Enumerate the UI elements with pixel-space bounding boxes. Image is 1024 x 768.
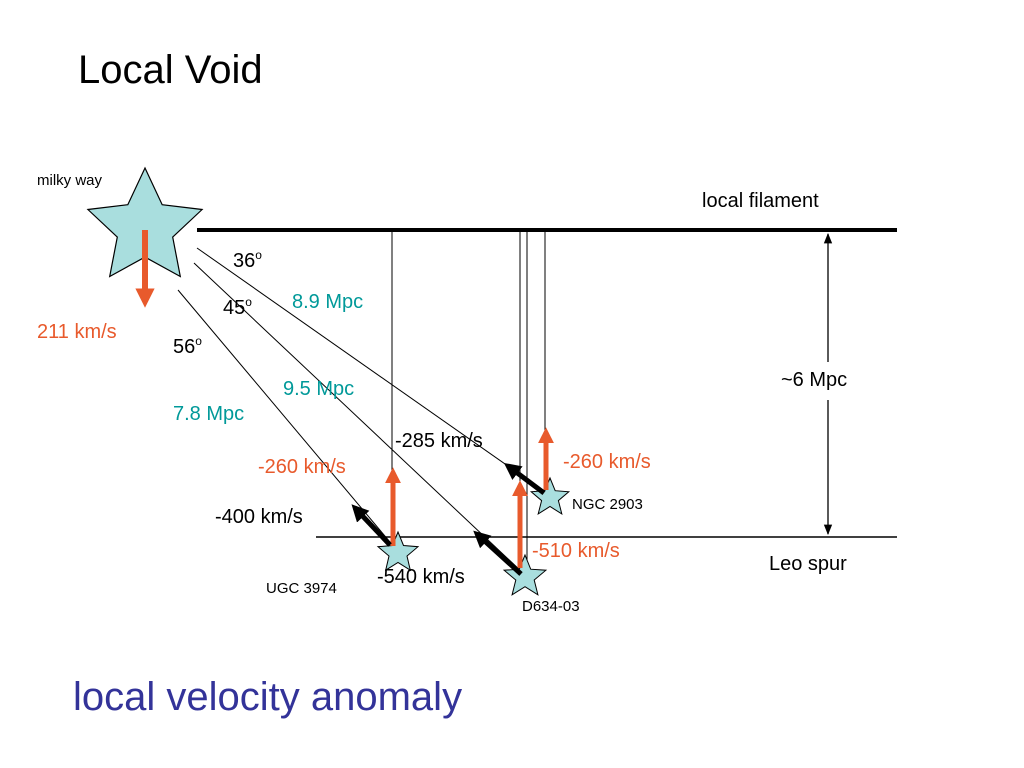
ngc-2903-label: NGC 2903 <box>572 496 643 513</box>
local-filament-label: local filament <box>702 190 819 212</box>
d634-03-radial-velocity: -540 km/s <box>377 566 465 588</box>
d634-03-star-icon <box>502 553 548 596</box>
ugc-3974-star-icon <box>376 530 420 572</box>
separation-label: ~6 Mpc <box>781 369 848 391</box>
angle-label-3: 56o <box>173 334 202 358</box>
leo-spur-label: Leo spur <box>769 553 847 575</box>
milky-way-velocity-label: 211 km/s <box>37 321 117 343</box>
ngc-2903-radial-velocity: -285 km/s <box>395 430 483 452</box>
d634-03-label: D634-03 <box>522 598 580 615</box>
distance-label-d634-03: 9.5 Mpc <box>283 378 355 400</box>
slide-subtitle: local velocity anomaly <box>73 675 463 719</box>
milky-way-label: milky way <box>37 172 103 189</box>
angle-label-2: 45o <box>223 295 252 319</box>
d634-03-vertical-velocity: -510 km/s <box>532 540 620 562</box>
sightline-d634-03 <box>193 262 523 573</box>
ngc-2903-radial-arrow <box>503 462 546 495</box>
ngc-2903-star-icon <box>529 476 571 515</box>
distance-label-ngc-2903: 8.9 Mpc <box>292 291 364 313</box>
ugc-3974-radial-velocity: -400 km/s <box>215 506 303 528</box>
sightline-ngc-2903 <box>196 247 546 493</box>
ugc-3974-label: UGC 3974 <box>266 580 337 597</box>
d634-03-radial-arrow <box>473 530 523 576</box>
ugc-3974-radial-arrow <box>351 504 392 547</box>
angle-label-1: 36o <box>233 248 262 272</box>
distance-label-ugc-3974: 7.8 Mpc <box>173 403 245 425</box>
ugc-3974-vertical-velocity: -260 km/s <box>258 456 346 478</box>
slide-title: Local Void <box>78 48 263 92</box>
ngc-2903-vertical-velocity: -260 km/s <box>563 451 651 473</box>
